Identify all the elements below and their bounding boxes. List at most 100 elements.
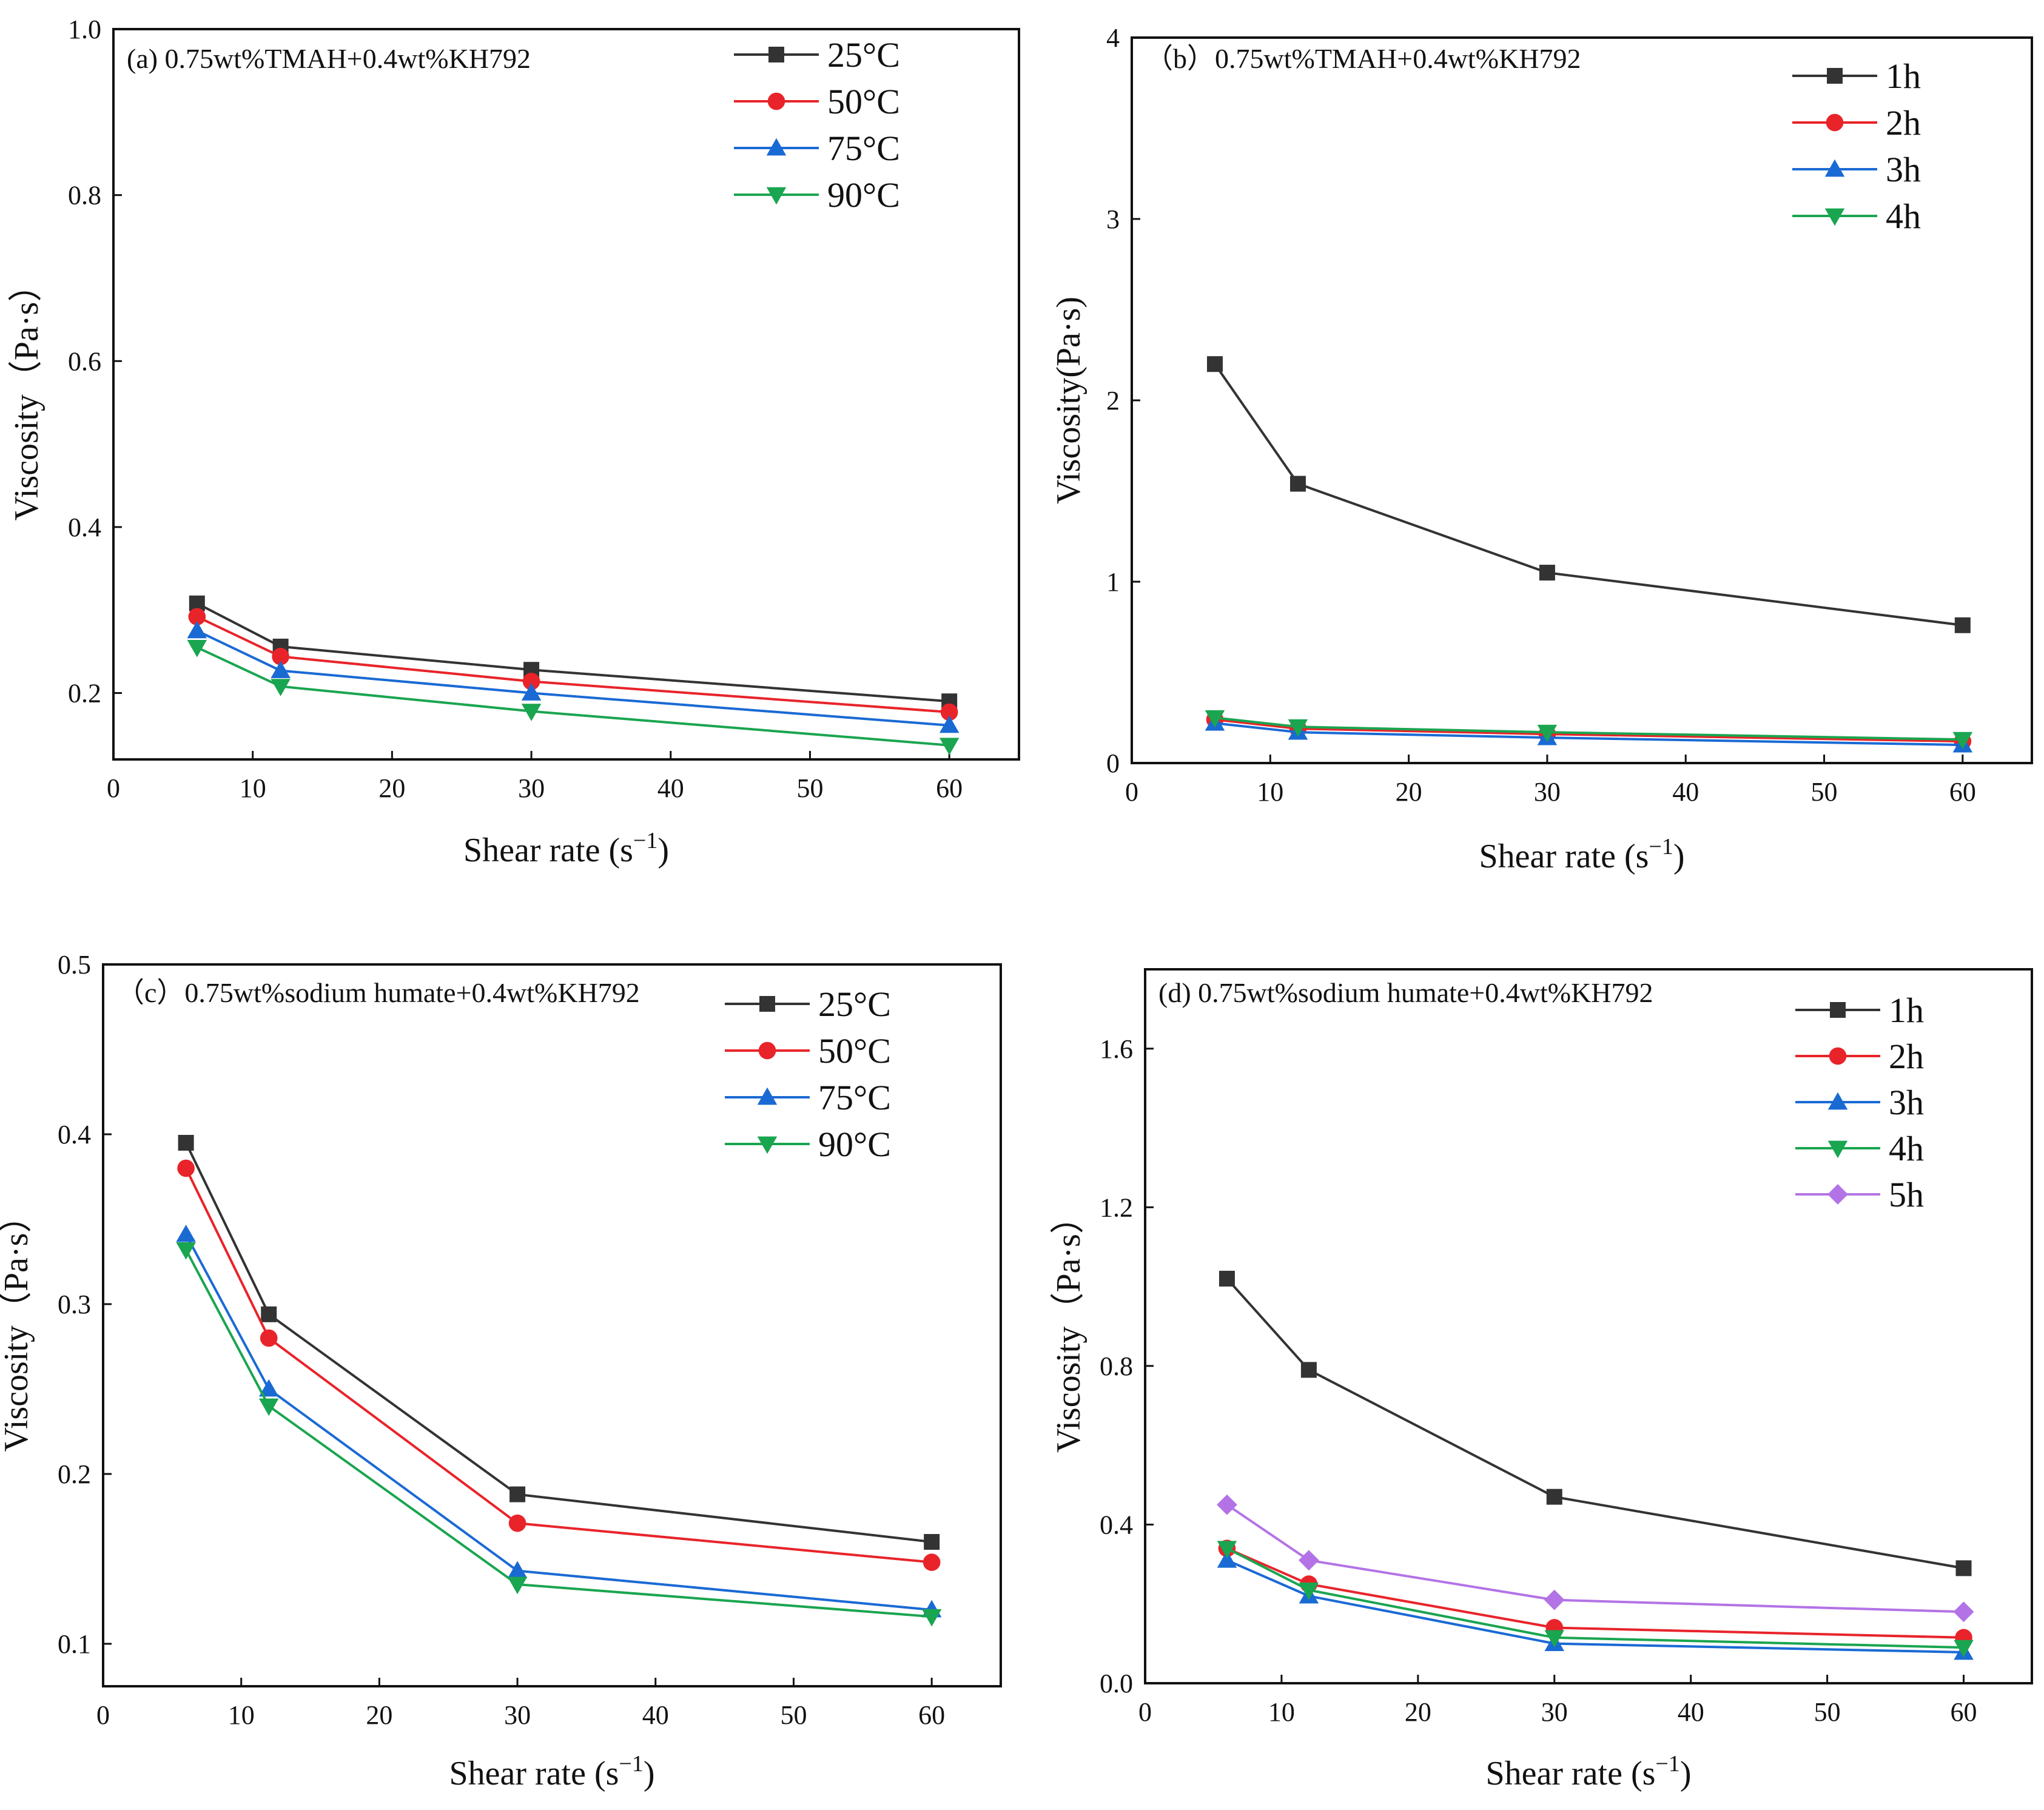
data-point (924, 1534, 940, 1550)
series-4h (1217, 1541, 1974, 1658)
legend-label: 3h (1889, 1083, 1924, 1122)
data-point (509, 1486, 526, 1502)
data-point (176, 1242, 196, 1260)
y-axis-title: Viscosity（Pa·s） (8, 268, 45, 521)
series-line (196, 602, 950, 703)
series-line (1214, 716, 1963, 741)
data-point (939, 738, 960, 755)
legend-marker (1826, 113, 1844, 132)
data-point (261, 1306, 277, 1322)
legend-marker (1827, 1092, 1848, 1110)
data-point (258, 1398, 279, 1416)
chart-panel-b: 0 10 20 30 40 50 60 0 1 2 3 4 Shear rate (s−1) Viscos… (1050, 23, 2033, 875)
legend-entry: 25°C (734, 35, 900, 75)
y-tick-label: 1.6 (1100, 1034, 1133, 1064)
data-point (1205, 710, 1225, 728)
data-point (1955, 1560, 1972, 1576)
x-axis-title: Shear rate (s−1) (463, 828, 669, 869)
legend-label: 4h (1886, 197, 1921, 236)
data-point (923, 1553, 941, 1571)
y-tick-label: 0.4 (68, 513, 101, 542)
legend-entry: 50°C (734, 82, 900, 121)
x-tick-label: 50 (796, 773, 823, 803)
plot-frame (1131, 36, 2033, 764)
legend-label: 50°C (827, 82, 900, 121)
data-point (1954, 1640, 1974, 1658)
x-tick-label: 0 (1125, 777, 1138, 807)
y-tick-label: 3 (1106, 204, 1120, 234)
legend-label: 1h (1889, 991, 1924, 1030)
data-point (1300, 1362, 1317, 1378)
data-point (1289, 476, 1306, 492)
x-tick-label: 30 (518, 773, 545, 803)
data-point (258, 1379, 279, 1397)
legend-marker (1824, 208, 1845, 226)
plot-frame (102, 963, 1002, 1687)
data-point (1217, 1494, 1237, 1515)
series-5h (1217, 1494, 1974, 1623)
series-line (1214, 363, 1963, 627)
data-point (507, 1561, 528, 1578)
legend-label: 25°C (827, 35, 900, 75)
legend-marker (1827, 1140, 1848, 1159)
legend-label: 2h (1886, 103, 1921, 143)
legend-marker (1830, 1002, 1846, 1018)
x-tick-label: 60 (918, 1700, 945, 1730)
legend-label: 4h (1889, 1129, 1924, 1168)
legend-marker (1827, 1184, 1848, 1205)
legend-entry: 1h (1792, 56, 1921, 96)
legend-marker (766, 187, 787, 205)
y-tick-label: 0.5 (58, 950, 91, 980)
legend-label: 50°C (818, 1031, 891, 1071)
x-tick-label: 50 (780, 1700, 807, 1730)
legend-marker (1829, 1047, 1847, 1065)
legend-label: 75°C (818, 1078, 891, 1117)
series-25°C (189, 595, 958, 710)
data-point (507, 1576, 528, 1595)
series-4h (1205, 710, 1973, 750)
y-tick-label: 0.3 (58, 1290, 91, 1319)
series-line (1226, 1559, 1964, 1654)
data-point (1537, 724, 1558, 742)
data-point (921, 1609, 942, 1627)
y-tick-label: 0.4 (58, 1120, 91, 1149)
series-line (1226, 1504, 1964, 1613)
data-point (1288, 719, 1308, 737)
data-point (1539, 565, 1555, 581)
x-tick-label: 20 (1405, 1697, 1431, 1727)
x-tick-label: 40 (1678, 1697, 1704, 1727)
series-90°C (187, 639, 960, 755)
data-point (1299, 1550, 1319, 1571)
series-line (184, 1249, 932, 1618)
legend-entry: 90°C (734, 175, 900, 215)
data-point (939, 715, 960, 733)
x-axis-title: Shear rate (s−1) (449, 1751, 655, 1792)
y-axis-title: Viscosity（Pa·s） (0, 1199, 35, 1452)
x-tick-label: 40 (657, 773, 684, 803)
chart-panel-c: 0 10 20 30 40 50 60 0.1 0.2 0.3 0.4 0.5 Shear rate (… (0, 950, 1002, 1792)
x-tick-label: 20 (366, 1700, 392, 1730)
legend-entry: 4h (1795, 1129, 1924, 1168)
panel-annotation: (d) 0.75wt%sodium humate+0.4wt%KH792 (1158, 977, 1653, 1008)
y-tick-label: 0.1 (58, 1629, 91, 1659)
y-tick-label: 1.2 (1100, 1193, 1133, 1222)
data-point (260, 1329, 278, 1347)
panel-annotation: （c）0.75wt%sodium humate+0.4wt%KH792 (116, 977, 640, 1008)
series-line (184, 1234, 932, 1611)
data-point (1217, 1550, 1237, 1568)
legend-entry: 25°C (725, 984, 891, 1024)
data-point (1952, 732, 1973, 750)
data-point (1953, 1601, 1974, 1623)
x-tick-label: 50 (1811, 777, 1838, 807)
data-point (178, 1135, 194, 1151)
y-tick-label: 2 (1106, 386, 1120, 415)
legend-entry: 50°C (725, 1031, 891, 1071)
x-tick-label: 60 (1949, 777, 1976, 807)
y-tick-label: 1 (1106, 567, 1120, 597)
y-tick-label: 0.8 (68, 181, 101, 210)
legend-label: 2h (1889, 1037, 1924, 1076)
series-line (1226, 1547, 1964, 1639)
x-tick-label: 10 (240, 773, 266, 803)
x-tick-label: 10 (228, 1700, 255, 1730)
x-tick-label: 50 (1814, 1697, 1841, 1727)
